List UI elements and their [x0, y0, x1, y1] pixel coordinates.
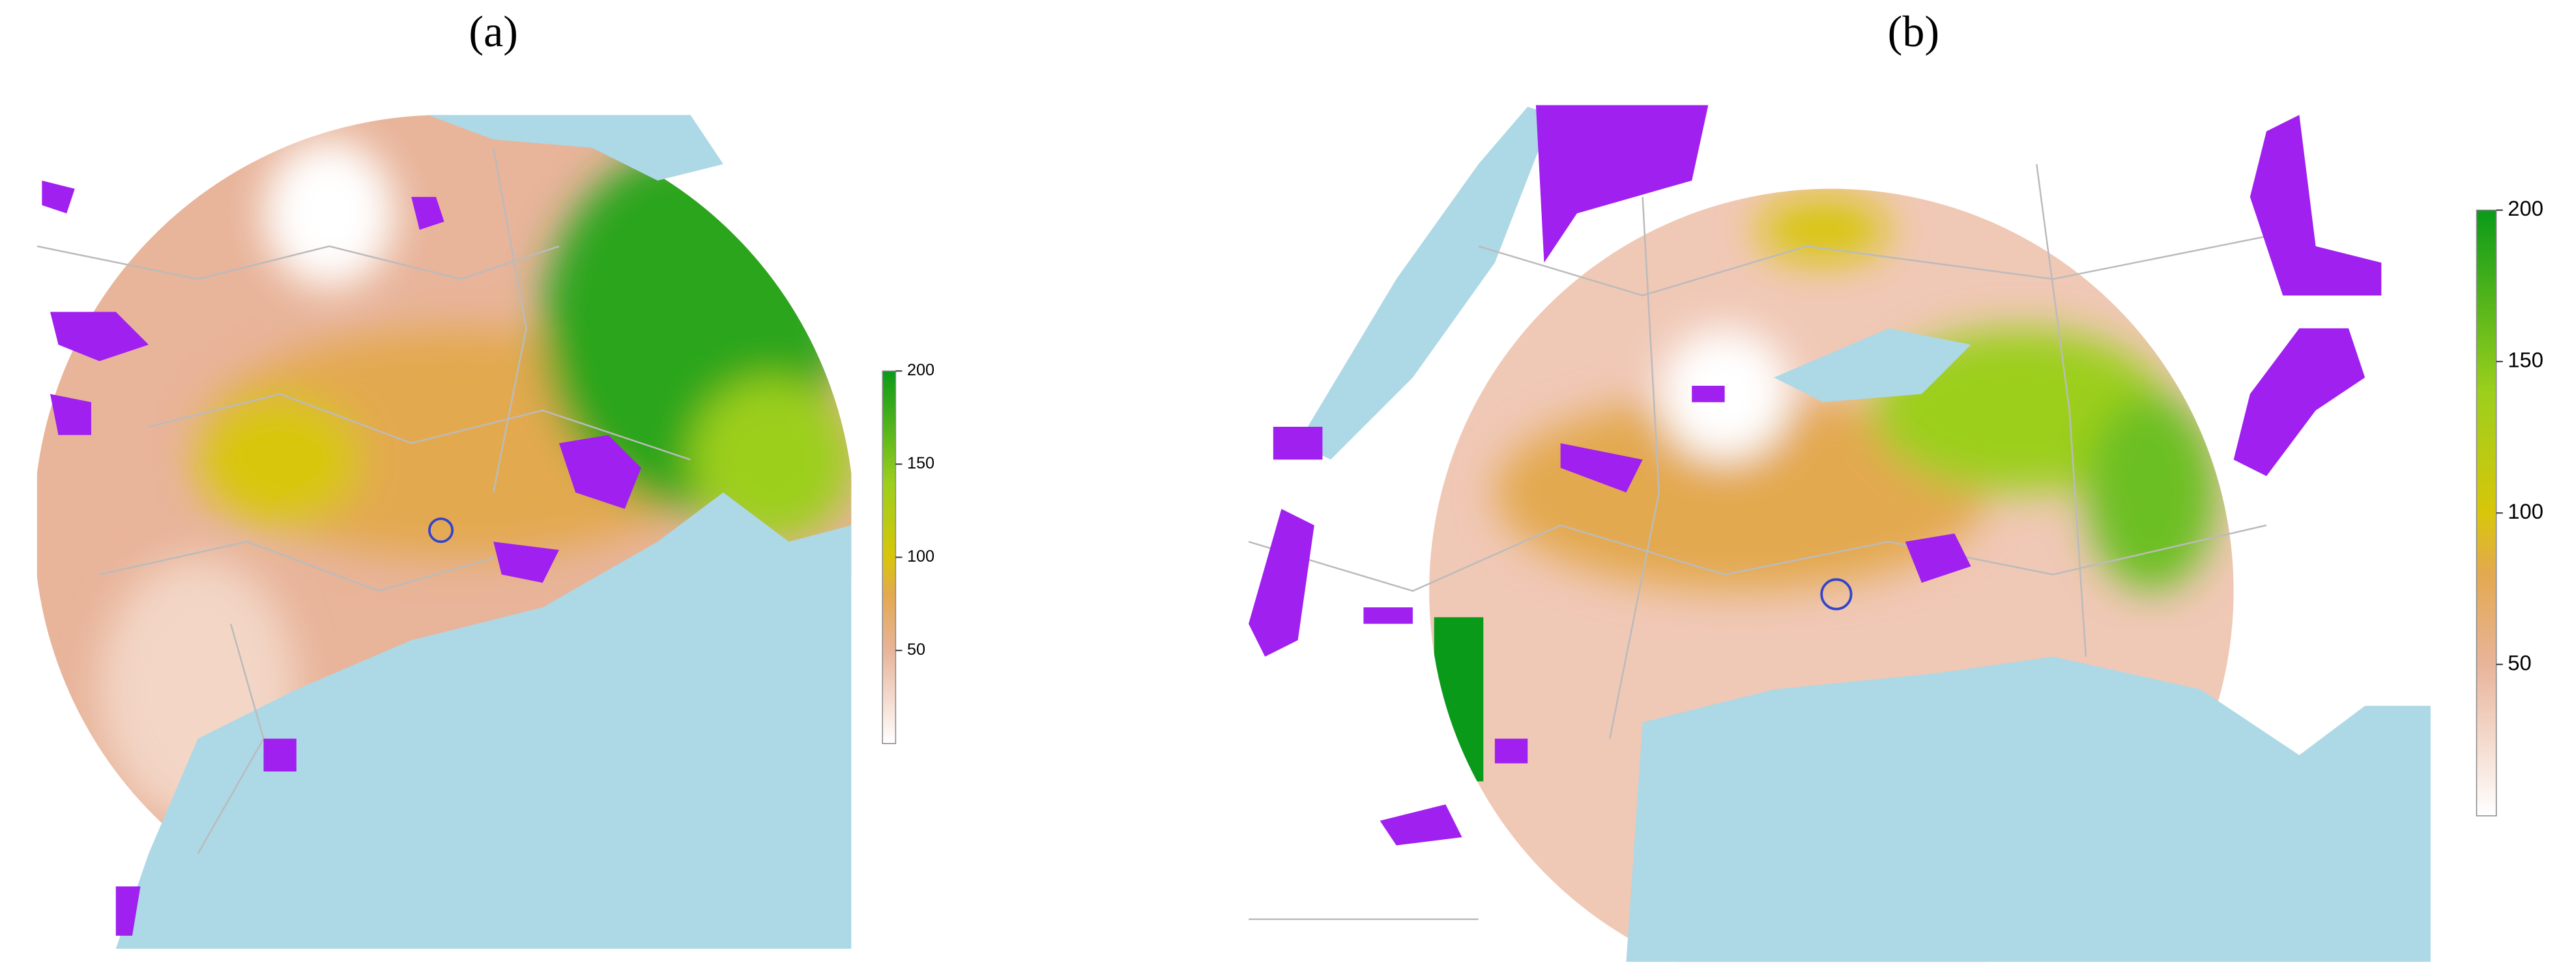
map-b	[1249, 105, 2431, 962]
colorbar-tick-label: 200	[2508, 196, 2543, 220]
colorbar-tick-label: 50	[907, 641, 925, 659]
colorbar-tick-label: 100	[907, 547, 934, 566]
colorbar	[2476, 209, 2497, 816]
colorbar	[882, 370, 897, 744]
colorbar-tick-label: 200	[907, 361, 934, 379]
map-a	[36, 115, 852, 949]
panel-label: (a)	[469, 7, 518, 56]
colorbar-tick-label: 150	[907, 454, 934, 472]
colorbar-tick-label: 150	[2508, 348, 2543, 372]
colorbar-tick-label: 50	[2508, 650, 2531, 674]
colorbar-tick-label: 100	[2508, 499, 2543, 523]
panel-label: (b)	[1888, 7, 1939, 56]
